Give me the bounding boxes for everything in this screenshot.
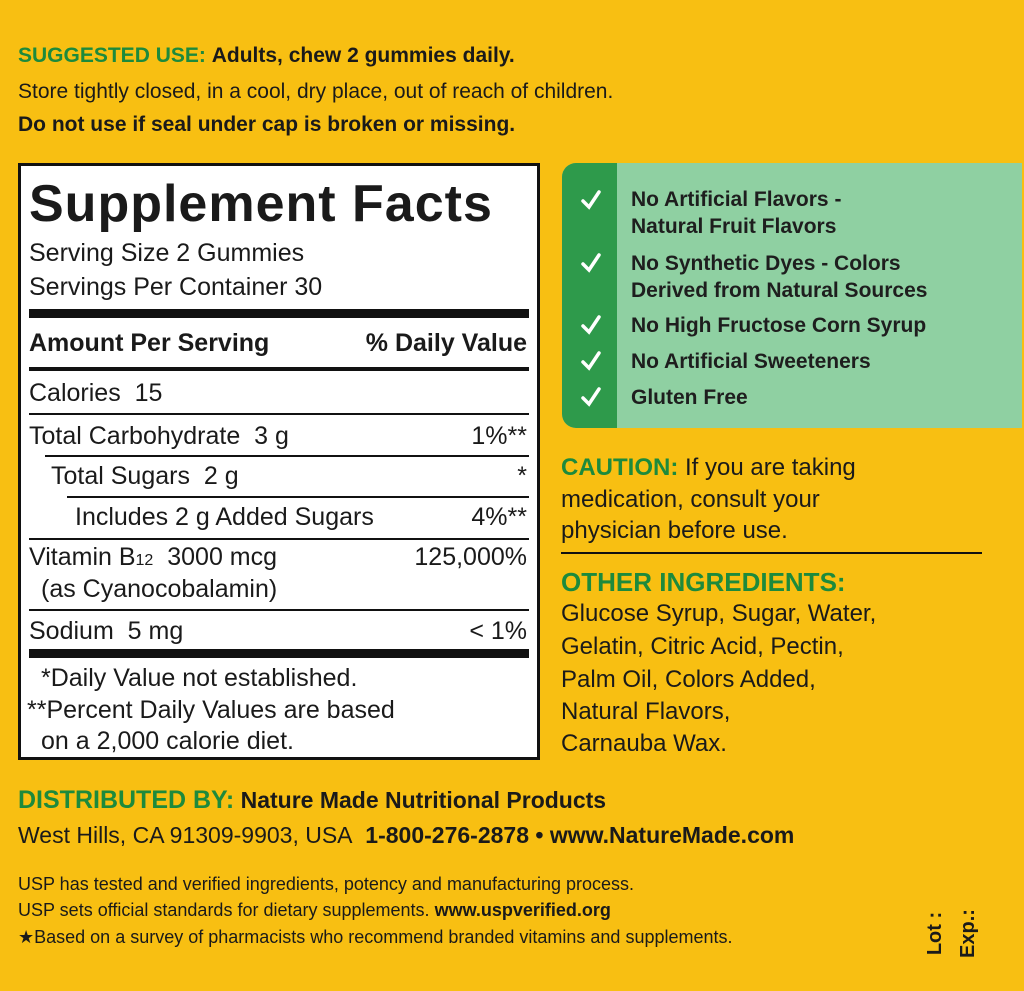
suggested-use: SUGGESTED USE: Adults, chew 2 gummies da…	[18, 44, 515, 68]
check-icon	[581, 315, 601, 335]
nutrient-name: Includes 2 g Added Sugars	[75, 503, 374, 531]
footnote: **Percent Daily Values are based	[27, 696, 395, 724]
check-icon	[581, 253, 601, 273]
nutrient-dv: 1%**	[471, 422, 527, 450]
usp-line: USP sets official standards for dietary …	[18, 900, 611, 921]
caution-line: physician before use.	[561, 517, 788, 544]
separator: •	[535, 822, 544, 848]
suggested-use-label: SUGGESTED USE:	[18, 44, 206, 67]
nutrient-amount: 15	[134, 379, 163, 407]
usp-line: ★Based on a survey of pharmacists who re…	[18, 927, 733, 947]
phone: 1-800-276-2878	[365, 822, 529, 848]
nutrient-name: Calories	[29, 379, 121, 407]
distributor-name: Nature Made Nutritional Products	[240, 787, 607, 813]
nutrient-dv: 4%**	[471, 503, 527, 531]
nutrient-row: Includes 2 g Added Sugars 4%**	[75, 503, 527, 532]
thick-rule	[29, 309, 529, 318]
caution-label: CAUTION:	[561, 454, 679, 481]
caution: CAUTION: If you are taking	[561, 454, 856, 482]
distributor-contact: West Hills, CA 91309-9903, USA 1-800-276…	[18, 822, 794, 849]
distributor-label: DISTRIBUTED BY:	[18, 786, 235, 814]
claim-line: No Artificial Flavors -	[631, 188, 842, 211]
usp-url: www.uspverified.org	[434, 900, 611, 920]
nutrient-source: (as Cyanocobalamin)	[41, 575, 278, 603]
claim: No High Fructose Corn Syrup	[631, 314, 927, 337]
ingredients-line: Glucose Syrup, Sugar, Water,	[561, 600, 877, 627]
usp-line: USP has tested and verified ingredients,…	[18, 874, 635, 894]
ingredients-line: Natural Flavors,	[561, 698, 731, 725]
nutrient-name: Total Carbohydrate	[29, 422, 241, 450]
nutrient-dv: *	[517, 462, 527, 490]
warning-text: Do not use if seal under cap is broken o…	[18, 113, 516, 136]
ingredients-line: Carnauba Wax.	[561, 730, 727, 757]
check-icon	[581, 351, 601, 371]
supplement-facts: Supplement Facts Serving Size 2 Gummies …	[18, 163, 540, 760]
rule	[45, 455, 529, 457]
rule	[29, 609, 529, 611]
dv-header: % Daily Value	[365, 329, 527, 357]
servings-per-container: Servings Per Container 30	[29, 273, 323, 301]
website: www.NatureMade.com	[549, 822, 795, 848]
footnote: *Daily Value not established.	[41, 664, 358, 692]
ingredients-label: OTHER INGREDIENTS:	[561, 567, 846, 597]
nutrient-name: Total Sugars	[51, 462, 190, 490]
claim: No Artificial Sweeteners	[631, 350, 871, 373]
ingredients-line: Gelatin, Citric Acid, Pectin,	[561, 633, 844, 660]
rule	[29, 413, 529, 415]
footnote: on a 2,000 calorie diet.	[41, 727, 294, 755]
ingredients-line: Palm Oil, Colors Added,	[561, 666, 816, 693]
nutrient-subscript: 12	[135, 552, 154, 569]
claim-line: Derived from Natural Sources	[631, 279, 928, 302]
check-icon	[581, 190, 601, 210]
facts-header: Amount Per Serving % Daily Value	[29, 329, 527, 358]
nutrient-dv: 125,000%	[414, 543, 527, 571]
nutrient-row: Total Carbohydrate 3 g 1%**	[29, 422, 527, 451]
divider	[561, 552, 982, 554]
nutrient-row: Sodium 5 mg < 1%	[29, 617, 527, 646]
storage-text: Store tightly closed, in a cool, dry pla…	[18, 80, 614, 103]
distributor: DISTRIBUTED BY: Nature Made Nutritional …	[18, 786, 606, 815]
nutrient-amount: 5 mg	[127, 617, 184, 645]
usp-text: USP sets official standards for dietary …	[18, 900, 430, 920]
claim: Gluten Free	[631, 386, 748, 409]
rule	[29, 367, 529, 371]
claim: No Artificial Flavors - Natural Fruit Fla…	[631, 186, 841, 240]
thick-rule	[29, 649, 529, 658]
rule	[67, 496, 529, 498]
nutrient-row: Total Sugars 2 g *	[51, 462, 527, 491]
check-icon	[581, 387, 601, 407]
nutrient-amount: 3 g	[254, 422, 289, 450]
claims-box: No Artificial Flavors - Natural Fruit Fla…	[562, 163, 1022, 428]
lot-label: Lot :	[924, 911, 947, 956]
rule	[29, 538, 529, 540]
claim-line: Natural Fruit Flavors	[631, 215, 837, 238]
exp-label: Exp.:	[956, 909, 979, 958]
nutrient-row: Vitamin B12 3000 mcg 125,000%	[29, 543, 527, 572]
facts-title: Supplement Facts	[29, 175, 493, 233]
claim: No Synthetic Dyes - Colors Derived from N…	[631, 250, 927, 304]
suggested-use-text: Adults, chew 2 gummies daily.	[211, 44, 515, 67]
nutrient-row: Calories 15	[29, 379, 527, 408]
amount-header: Amount Per Serving	[29, 329, 270, 357]
nutrient-name: Vitamin B	[29, 543, 136, 571]
claim-line: No Synthetic Dyes - Colors	[631, 252, 901, 275]
caution-line: medication, consult your	[561, 486, 820, 513]
nutrient-name: Sodium	[29, 617, 114, 645]
nutrient-amount: 3000 mcg	[167, 543, 278, 571]
nutrient-amount: 2 g	[203, 462, 239, 490]
address: West Hills, CA 91309-9903, USA	[18, 822, 353, 848]
caution-line: If you are taking	[685, 454, 856, 481]
serving-size: Serving Size 2 Gummies	[29, 239, 305, 267]
nutrient-dv: < 1%	[469, 617, 527, 645]
